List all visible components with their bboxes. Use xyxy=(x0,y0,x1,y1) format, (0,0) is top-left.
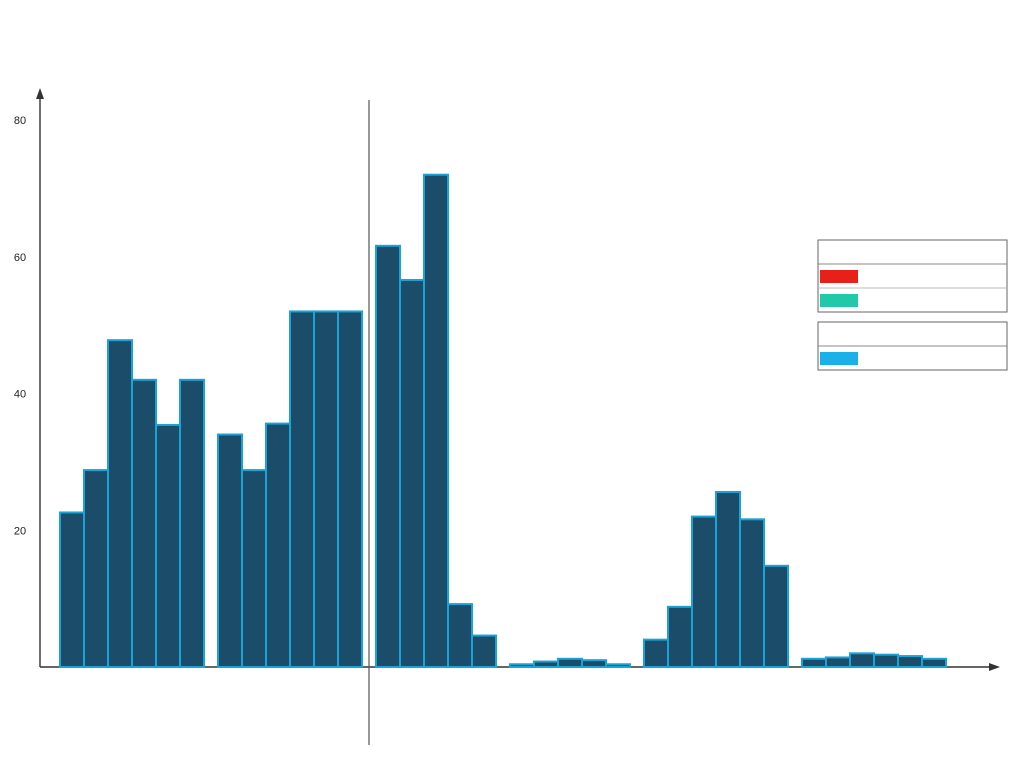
bar xyxy=(155,423,181,669)
bar xyxy=(825,656,851,668)
bar xyxy=(643,638,669,669)
bar xyxy=(83,469,109,668)
bar xyxy=(897,655,923,668)
bar xyxy=(107,339,133,668)
bar xyxy=(849,652,875,669)
bar xyxy=(131,378,157,668)
y-tick-label: 80 xyxy=(14,115,26,127)
y-axis xyxy=(36,88,44,667)
bar xyxy=(375,244,401,668)
bar xyxy=(691,515,717,669)
bar xyxy=(581,659,607,668)
bar xyxy=(447,603,473,668)
bar xyxy=(509,663,535,669)
bar xyxy=(667,605,693,669)
bar xyxy=(179,378,205,668)
y-tick-label: 20 xyxy=(14,525,26,537)
y-tick-label: 40 xyxy=(14,389,26,401)
bar xyxy=(241,469,267,668)
bar xyxy=(265,422,291,668)
bar xyxy=(217,433,243,668)
bar xyxy=(337,310,363,668)
y-tick-label: 60 xyxy=(14,252,26,264)
bar xyxy=(423,173,449,668)
legend xyxy=(817,239,1008,371)
bar xyxy=(533,660,559,669)
bar xyxy=(921,657,947,668)
bar xyxy=(605,663,631,669)
bar xyxy=(739,518,765,668)
bar xyxy=(873,653,899,669)
bars xyxy=(59,173,947,669)
bar xyxy=(763,564,789,668)
legend-swatch xyxy=(820,270,858,283)
bar xyxy=(471,634,497,668)
bar xyxy=(289,310,315,668)
legend-swatch xyxy=(820,352,858,365)
bar xyxy=(399,278,425,668)
bar xyxy=(801,657,827,668)
y-tick-labels: 20 40 60 80 xyxy=(14,115,26,537)
bar xyxy=(715,490,741,668)
bar xyxy=(313,310,339,668)
bar xyxy=(557,657,583,668)
bar xyxy=(59,511,85,668)
legend-swatch xyxy=(820,294,858,307)
